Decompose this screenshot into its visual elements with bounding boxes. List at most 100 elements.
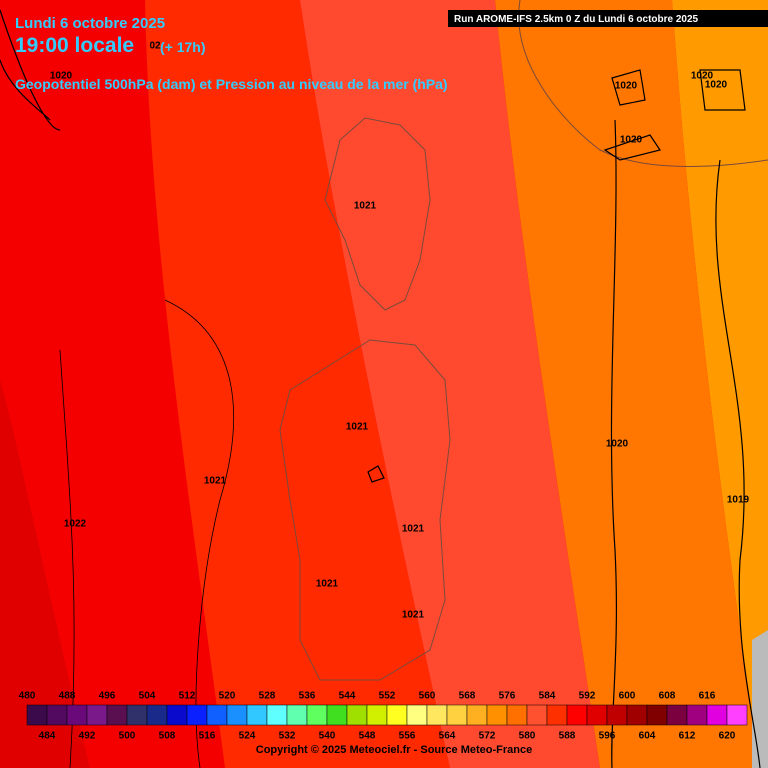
scale-label: 524 [239,731,256,742]
scale-label: 504 [139,691,156,702]
legend: 480 488 496 504 512 520 528 536 544 552 560 568 576 5… [19,691,748,742]
scale-cell [546,704,568,726]
scale-cell [86,704,108,726]
isobar [715,159,761,768]
scale-label: 508 [159,731,176,742]
scale-label: 492 [79,731,96,742]
date: Lundi 6 octobre 2025 [15,15,165,32]
scale-cell [106,704,128,726]
scale-cell [446,704,468,726]
isobar [367,465,385,483]
lead-time: (+ 17h) [160,39,206,55]
scale-label: 568 [459,691,476,702]
scale-cell [626,704,648,726]
scale-cell [506,704,528,726]
scale-cell [26,704,48,726]
isobar-label: 1021 [402,524,425,535]
scale-label: 616 [699,691,716,702]
isobar-labels: 1020021020102010201020102110211021102110… [50,41,750,621]
scale-label: 484 [39,731,56,742]
isobar-label: 1021 [354,201,377,212]
isobar-label: 1021 [402,610,425,621]
isobar-label: 1020 [691,71,714,82]
scale-label: 596 [599,731,616,742]
scale-cell [126,704,148,726]
scale-label: 560 [419,691,436,702]
scale-cell [686,704,708,726]
scale-cell [666,704,688,726]
coastline [518,0,768,168]
isobar-label: 1021 [316,579,339,590]
isobar [610,119,618,768]
scale-label: 488 [59,691,76,702]
scale-cell [166,704,188,726]
isobar [603,69,746,161]
scale-cell [306,704,328,726]
scale-label: 608 [659,691,676,702]
field-band [0,380,90,768]
isobar-label: 1020 [50,71,73,82]
scale-cell [606,704,628,726]
field-band [145,0,450,768]
scale-label: 612 [679,731,696,742]
scale-cell [206,704,228,726]
scale-label: 620 [719,731,736,742]
time: 19:00 locale [15,34,134,57]
isobar [59,349,75,768]
scale-label: 536 [299,691,316,702]
isobar-label: 1020 [705,80,728,91]
scale-label: 548 [359,731,376,742]
scale-label: 584 [539,691,556,702]
scale-label: 532 [279,731,296,742]
field-band [495,0,760,768]
scale-cell [66,704,88,726]
run-box [448,10,768,27]
scale-cell [226,704,248,726]
scale-cell [146,704,168,726]
scale-label: 580 [519,731,536,742]
scale-cell [426,704,448,726]
scale-label: 528 [259,691,276,702]
isobar-label: 1020 [620,135,643,146]
scale-cell [266,704,288,726]
scale-cell [386,704,408,726]
scale-label: 516 [199,731,216,742]
scale-cell [326,704,348,726]
scale-label: 552 [379,691,396,702]
scale-label: 520 [219,691,236,702]
isobar-label: 1019 [727,495,750,506]
field-title: Geopotentiel 500hPa (dam) et Pression au… [15,76,448,92]
scale-cell [486,704,508,726]
isobar-label: 1020 [606,439,629,450]
scale-cell [526,704,548,726]
scale-label: 512 [179,691,196,702]
scale-label: 600 [619,691,636,702]
copyright: Copyright © 2025 Meteociel.fr - Source M… [256,744,532,756]
isobar [164,299,235,768]
scale-cell [466,704,488,726]
isobar-label: 1020 [615,81,638,92]
scale-cell [46,704,68,726]
isobar-label: 1021 [346,422,369,433]
sardinia [279,339,451,681]
scale-label: 604 [639,731,656,742]
scale-cell [366,704,388,726]
scale-label: 544 [339,691,356,702]
scale-cell [186,704,208,726]
scale-label: 480 [19,691,36,702]
scale-label: 496 [99,691,116,702]
scale-cell [406,704,428,726]
no-data [752,630,768,768]
scale-cell [246,704,268,726]
scale-cell [726,704,748,726]
isobar [0,9,61,131]
scale-label: 500 [119,731,136,742]
scale-label: 540 [319,731,336,742]
scale-cell [706,704,728,726]
scale-label: 588 [559,731,576,742]
scale-label: 576 [499,691,516,702]
isobar-label: 1022 [64,519,87,530]
isobar-label: 02 [149,41,161,52]
scale-label: 556 [399,731,416,742]
